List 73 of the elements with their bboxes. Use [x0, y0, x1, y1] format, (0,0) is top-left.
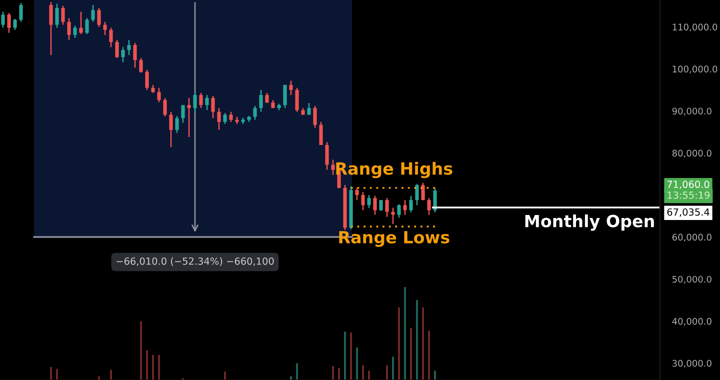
candlestick: [385, 197, 389, 218]
candlestick: [109, 27, 113, 48]
candlestick: [211, 95, 215, 119]
candlestick: [265, 92, 269, 104]
candlestick: [175, 115, 179, 134]
candlestick: [415, 183, 419, 206]
candlestick: [181, 104, 185, 124]
candlestick: [7, 12, 11, 34]
candlestick: [61, 5, 65, 26]
candlestick: [97, 7, 101, 28]
candlestick: [187, 97, 191, 138]
candlestick: [397, 204, 401, 218]
candlestick: [295, 87, 299, 112]
candlestick: [199, 92, 203, 109]
candlestick: [367, 194, 371, 209]
text: 67,035.4: [667, 208, 710, 217]
candlestick: [259, 89, 263, 112]
candlestick: [223, 112, 227, 125]
candlestick: [193, 91, 197, 112]
candlestick: [325, 141, 329, 170]
candlestick: [121, 46, 125, 63]
candlestick: [115, 39, 119, 59]
candlestick: [217, 107, 221, 131]
candlestick: [289, 80, 293, 96]
y-tick-label: 50,000.0: [672, 276, 712, 284]
candlestick: [229, 111, 233, 123]
candlestick: [127, 39, 131, 56]
candlestick: [403, 199, 407, 216]
candlestick: [379, 199, 383, 212]
candlestick: [163, 97, 167, 118]
candlestick: [307, 102, 311, 116]
candlestick: [139, 57, 143, 74]
text: 13:55:19: [668, 191, 710, 199]
candlestick: [283, 84, 287, 109]
candlestick: [355, 187, 359, 201]
candlestick: [55, 3, 59, 28]
y-tick-label: 40,000.0: [672, 318, 712, 326]
y-tick-label: 30,000.0: [672, 360, 712, 368]
annotation: −66,010.0 (−52.34%) −660,100: [116, 257, 274, 266]
candlestick: [67, 17, 71, 41]
candlestick: [421, 182, 425, 201]
ref-line-label: Range Lows: [339, 231, 450, 247]
y-tick-label: 80,000.0: [672, 150, 712, 158]
ref-line-label: Range Highs: [336, 162, 452, 178]
candlestick: [79, 11, 83, 35]
candlestick: [103, 21, 107, 36]
candlestick: [133, 42, 137, 68]
candlestick: [13, 18, 17, 30]
candlestick: [169, 111, 173, 148]
candlestick: [409, 195, 413, 213]
candlestick: [145, 69, 149, 91]
candlestick: [253, 105, 257, 120]
candlestick: [1, 11, 5, 28]
candlestick: [157, 87, 161, 103]
candlestick: [49, 1, 53, 56]
y-tick-label: 60,000.0: [672, 234, 712, 242]
candlestick: [427, 197, 431, 216]
candlestick: [361, 191, 365, 211]
candlestick: [85, 17, 89, 35]
y-tick-label: 110,000.0: [672, 24, 718, 32]
candlestick: [73, 25, 77, 38]
candlestick: [313, 105, 317, 128]
y-tick-label: 90,000.0: [672, 108, 712, 116]
candlestick: [205, 94, 209, 111]
candlestick: [91, 4, 95, 22]
candlestick: [331, 159, 335, 176]
candlestick: [319, 121, 323, 146]
y-tick-label: 100,000.0: [672, 66, 718, 74]
text: 71,060.0: [667, 180, 710, 189]
candlestick: [391, 207, 395, 225]
legend-label: Monthly Open: [525, 214, 654, 231]
candlestick: [19, 2, 23, 22]
candlestick: [373, 195, 377, 216]
